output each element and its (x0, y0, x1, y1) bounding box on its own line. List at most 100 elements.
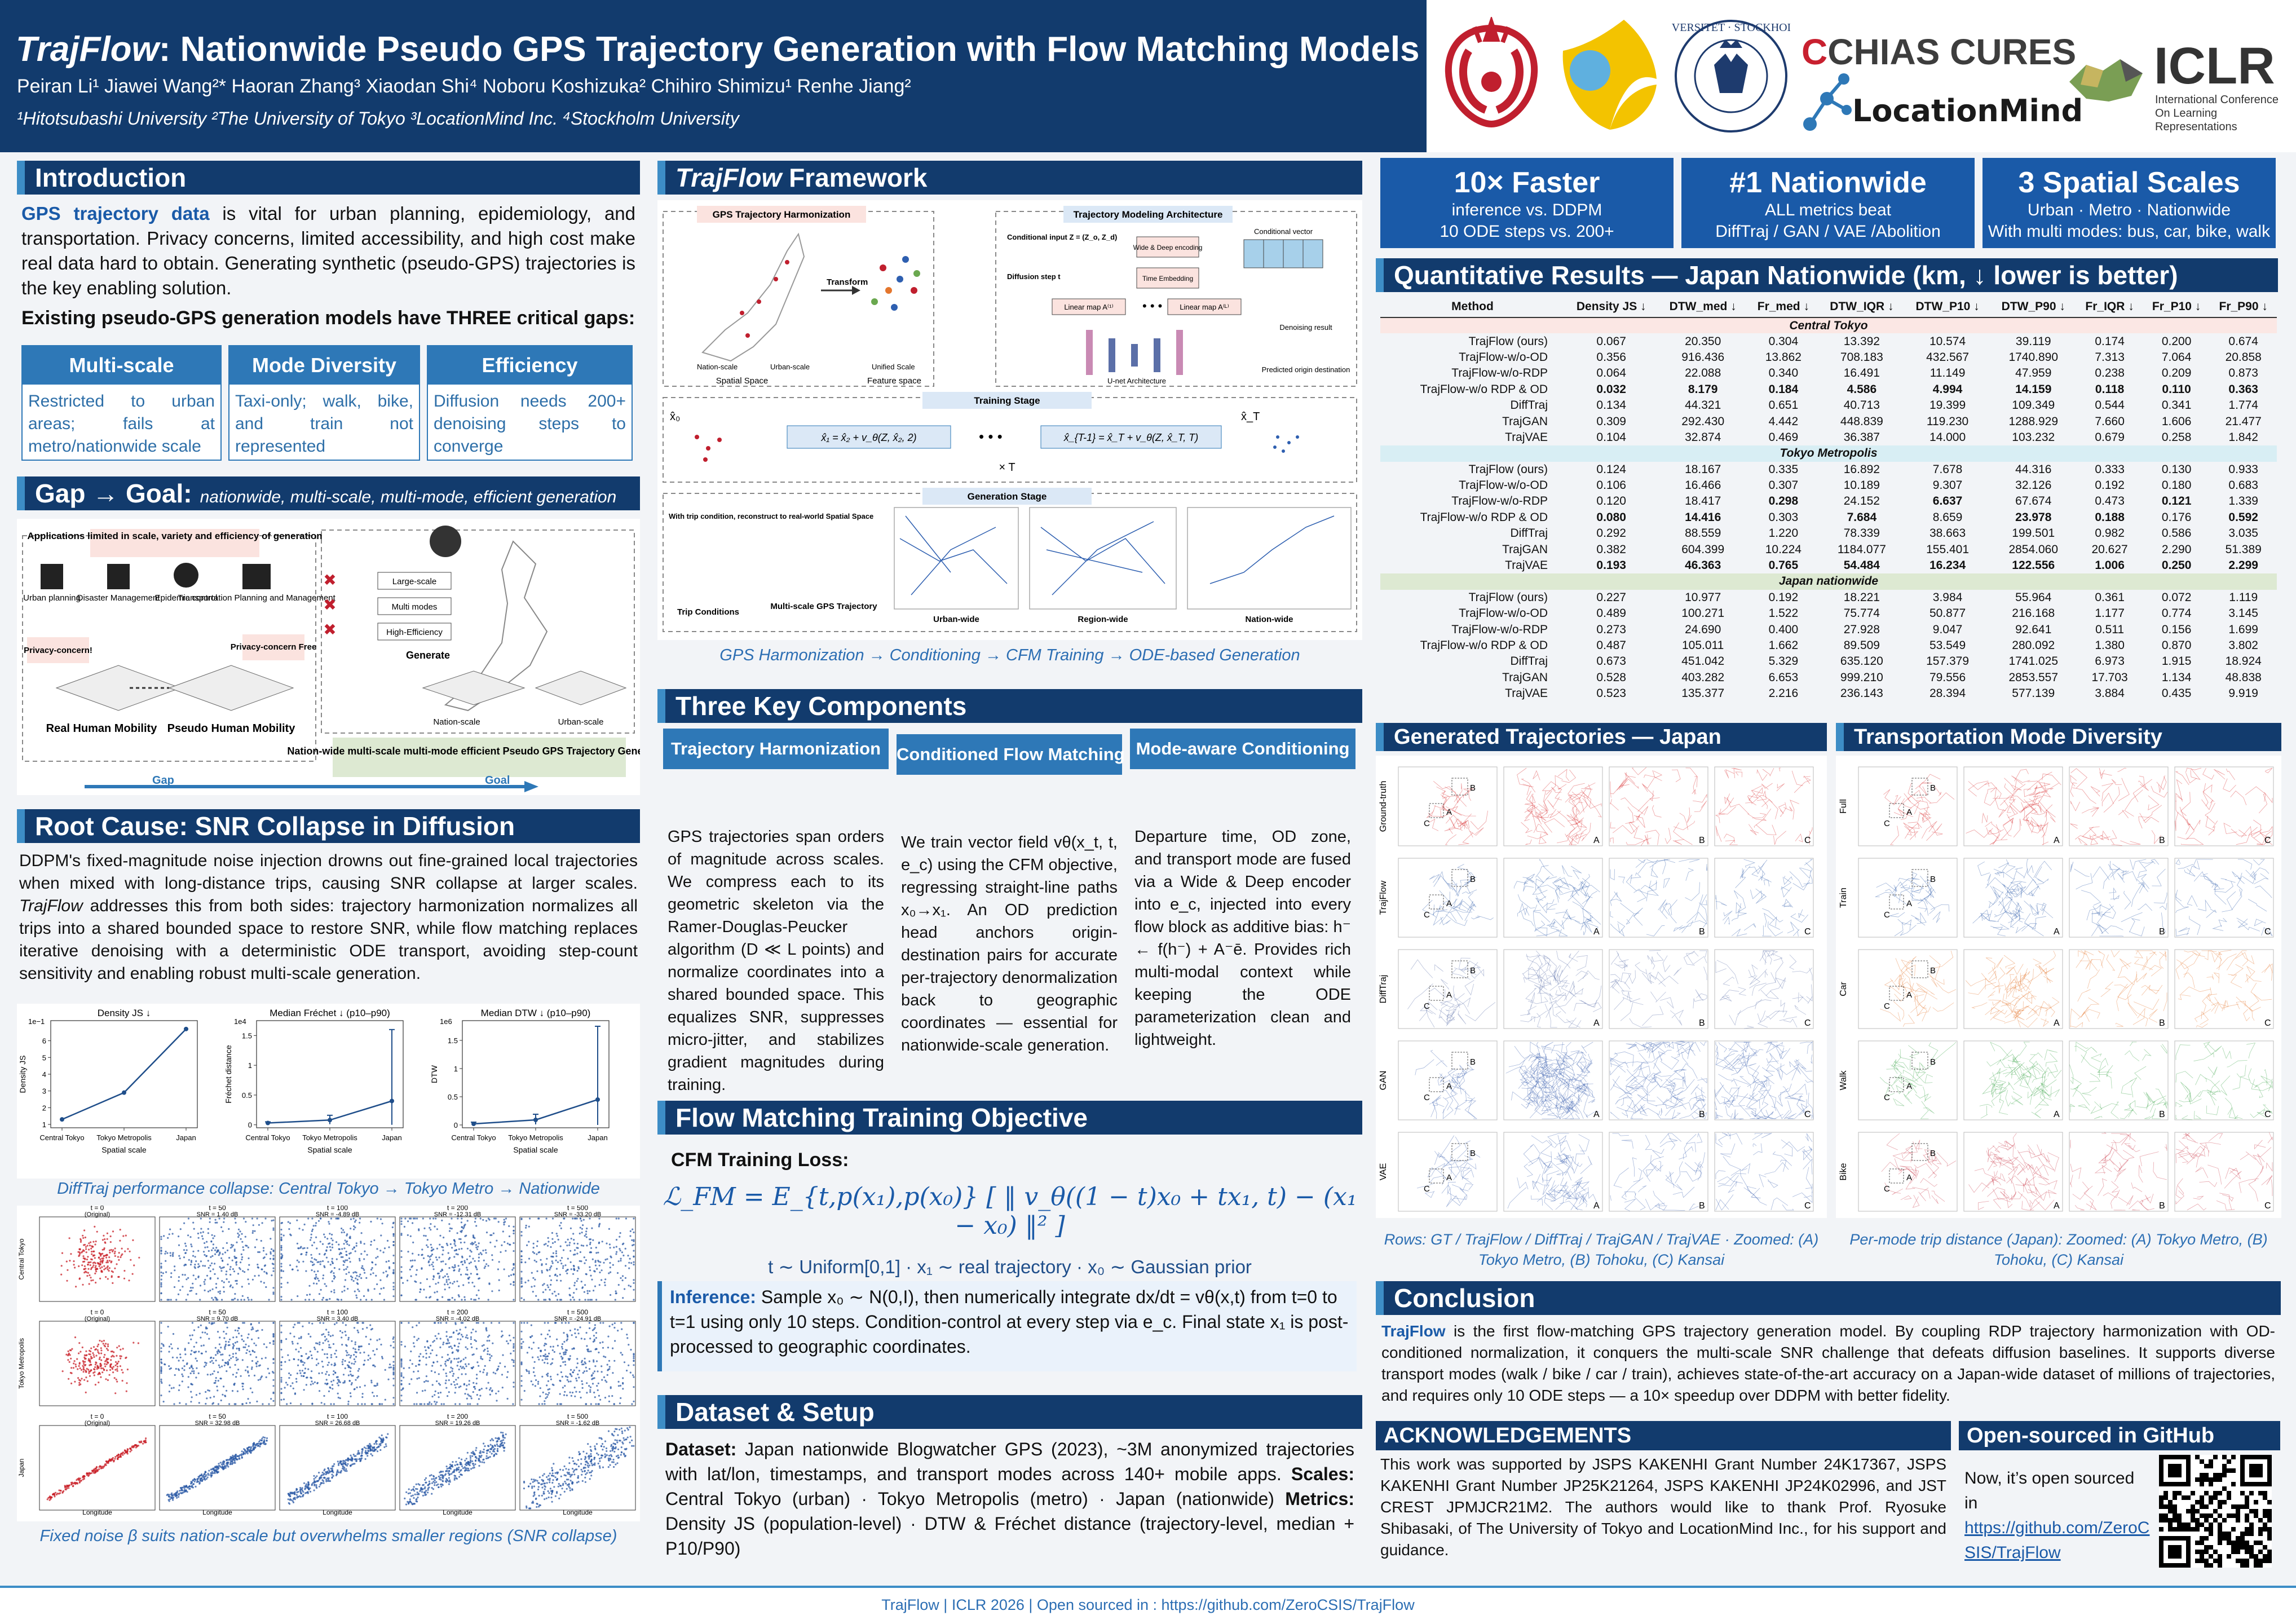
results-method: DiffTraj (1510, 399, 1548, 412)
results-cell: 577.139 (2012, 687, 2055, 700)
mode-panel-frame (1858, 1040, 1958, 1120)
results-cell: 292.430 (1681, 414, 1725, 428)
fw-gen-scale-1: Urban-wide (933, 615, 979, 624)
gap-goal-heading: Gap → Goal: nationwide, multi-scale, mult… (17, 476, 640, 510)
results-cell: 24.690 (1685, 623, 1721, 636)
results-cell: 1.606 (2161, 414, 2192, 428)
gen-traj-lines (1715, 767, 1813, 845)
results-row: TrajFlow-w/o-RDP 0.064 22.088 0.340 16.491 11… (1380, 365, 2277, 381)
gen-panel-frame (1714, 949, 1814, 1029)
results-cell: 0.303 (1768, 510, 1799, 524)
results-cell: 0.592 (2228, 510, 2258, 524)
results-cell: 105.011 (1682, 639, 1724, 652)
results-row: TrajFlow (ours) 0.067 20.350 0.304 13.392 10.… (1380, 333, 2277, 349)
mode-zoom-tag: B (1930, 1057, 1936, 1067)
mode-panel: B (2069, 949, 2169, 1029)
mode-traj-lines (1881, 1133, 1957, 1208)
snr-value: SNR = -24.91 dB (554, 1316, 601, 1322)
fw-time-emb: Time Embedding (1142, 275, 1193, 283)
gen-panel: B A C (1398, 949, 1498, 1029)
gen-panel-tag: B (1699, 836, 1705, 845)
results-group-row: Japan nationwide (1380, 573, 2277, 590)
results-method: DiffTraj (1510, 527, 1548, 540)
gen-panel-frame (1398, 1040, 1498, 1120)
gen-zoom-box-b (1451, 1143, 1468, 1161)
objective-heading: Flow Matching Training Objective (657, 1101, 1362, 1135)
results-cell: 51.389 (2225, 542, 2262, 556)
results-cell: 119.230 (1926, 414, 1969, 428)
snr-original: (Original) (85, 1420, 110, 1427)
line-chart-xtick-label: Central Tokyo (245, 1133, 290, 1142)
results-cell: 0.250 (2161, 559, 2192, 572)
results-cell: 0.124 (1596, 462, 1626, 476)
results-cell: 9.919 (2228, 687, 2258, 700)
results-cell: 1.774 (2228, 399, 2258, 412)
gen-panel-frame (1609, 766, 1708, 846)
results-cell: 7.313 (2095, 350, 2125, 364)
results-method: TrajGAN (1502, 542, 1548, 556)
results-cell: 0.072 (2161, 590, 2192, 604)
results-cell: 0.238 (2095, 367, 2125, 380)
gen-traj-lines (1507, 1133, 1597, 1211)
results-cell: 7.684 (1847, 510, 1877, 524)
fw-space-2: Urban-scale (770, 363, 810, 371)
fw-spatial-space: Spatial Space (716, 376, 769, 386)
fw-train-eq2: x̂_{T-1} = x̂_T + v_θ(Z, x̂_T, T) (1063, 432, 1199, 443)
mode-traj-lines (2175, 859, 2273, 937)
github-link[interactable]: https://github.com/ZeroCSIS/TrajFlow (1964, 1519, 2150, 1562)
gen-traj-lines (1407, 957, 1496, 1028)
results-cell: 16.234 (1929, 559, 1966, 572)
mode-traj-lines (2070, 1132, 2167, 1211)
results-method: TrajFlow (ours) (1468, 590, 1548, 604)
gg-generate: Generate (406, 650, 450, 661)
mode-panel-frame (1963, 1040, 2063, 1120)
results-cell: 1.699 (2228, 623, 2258, 636)
fw-xT-scatter (1273, 435, 1299, 453)
mode-zoom-tag: C (1884, 819, 1890, 828)
ack-heading: ACKNOWLEDGEMENTS (1376, 1421, 1951, 1450)
snr-col-label: t = 50 (209, 1413, 226, 1420)
mode-zoom-tag: A (1906, 1173, 1912, 1182)
snr-panel-frame (159, 1321, 276, 1406)
gg-app-4-icon (242, 564, 271, 589)
results-cell: 0.106 (1596, 479, 1626, 492)
snr-panel: t = 0(Original) (39, 1308, 156, 1406)
line-chart-1: Median Fréchet ↓ (p10–p90) 1e4 0 0.5 1 1.5 Cen… (224, 1008, 404, 1154)
gen-traj-lines (1416, 1135, 1481, 1207)
results-row: TrajVAE 0.193 46.363 0.765 54.484 16.234 122.5… (1380, 558, 2277, 573)
line-chart-ytick-label: 0.5 (242, 1091, 252, 1100)
mode-panel-tag: B (2159, 1110, 2165, 1119)
github-qr-code[interactable] (2159, 1455, 2272, 1568)
gen-row-label: DiffTraj (1379, 975, 1388, 1004)
mode-panel-frame (2174, 949, 2274, 1029)
gen-panel-frame (1714, 1040, 1814, 1120)
difftraj-collapse-caption: DiffTraj performance collapse: Central T… (57, 1180, 600, 1198)
generated-heading: Generated Trajectories — Japan (1376, 723, 1827, 751)
gen-panel-tag: B (1699, 1110, 1705, 1119)
mode-panel: C (2174, 858, 2274, 938)
component-harmonization: Trajectory Harmonization GPS trajectorie… (663, 729, 889, 1096)
results-cell: 604.399 (1681, 542, 1725, 556)
gen-zoom-tag: C (1424, 910, 1430, 920)
affiliation-list: ¹Hitotsubashi University ²The University… (17, 108, 739, 129)
mode-panel-tag: B (2159, 1201, 2165, 1211)
gen-panel-tag: A (1593, 927, 1600, 937)
results-cell: 0.180 (2161, 479, 2192, 492)
line-chart-exponent: 1e6 (440, 1017, 452, 1026)
gg-privacy-free: Privacy-concern Free (231, 642, 317, 652)
mode-panel: A (1963, 1040, 2063, 1120)
line-chart-frame (256, 1020, 404, 1128)
snr-scatter (280, 1322, 395, 1405)
fw-gen-scatter-2 (1029, 507, 1177, 610)
snr-scatter (160, 1217, 275, 1301)
results-method: TrajGAN (1502, 670, 1548, 684)
gen-zoom-tag: B (1470, 783, 1476, 793)
gg-urban-scale: Urban-scale (558, 717, 604, 727)
results-cell: 50.877 (1929, 607, 1966, 620)
mode-zoom-box-b (1911, 778, 1928, 796)
results-cell: 0.489 (1596, 607, 1626, 620)
gen-panel-tag: B (1699, 1201, 1705, 1211)
mode-panel-frame (1858, 858, 1958, 938)
snr-caption: Fixed noise β suits nation-scale but ove… (39, 1527, 617, 1545)
